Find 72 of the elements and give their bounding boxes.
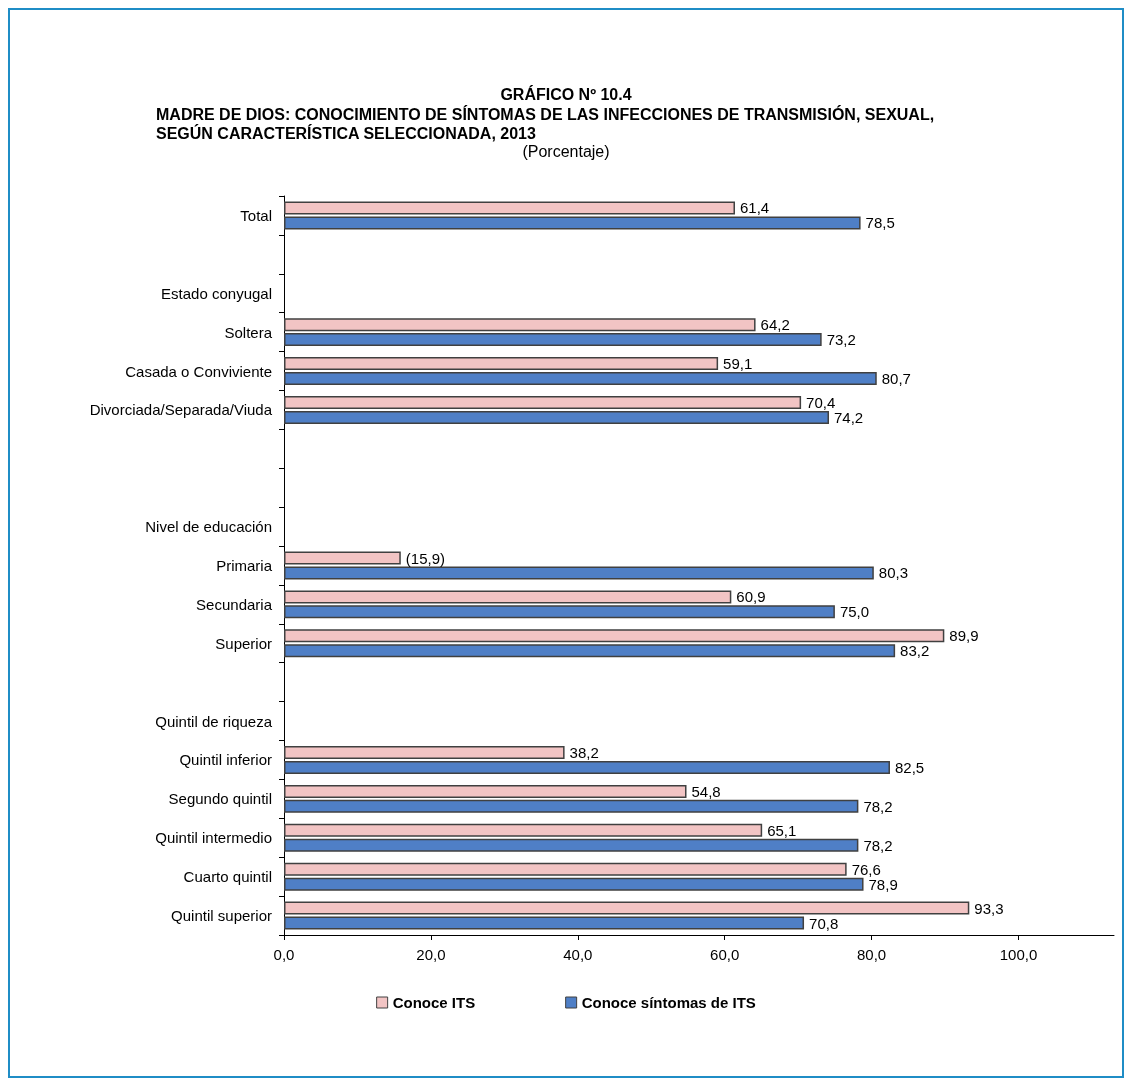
y-tick-label: Estado conyugal xyxy=(161,284,272,302)
y-tick-label: Primaria xyxy=(216,557,273,574)
chart-title: GRÁFICO Nº 10.4 xyxy=(500,84,632,103)
y-tick-label: Divorciada/Separada/Viuda xyxy=(89,401,273,419)
bar xyxy=(284,629,945,643)
bar xyxy=(284,746,565,759)
bar xyxy=(284,318,756,332)
legend-label: Conoce síntomas de ITS xyxy=(581,994,756,1011)
bar xyxy=(284,901,970,915)
data-label: 64,2 xyxy=(760,316,790,334)
bar xyxy=(284,823,763,837)
data-label: 74,2 xyxy=(834,408,864,426)
bar xyxy=(284,862,847,876)
bar xyxy=(284,784,687,798)
y-tick-label: Quintil de riqueza xyxy=(155,712,273,730)
bar xyxy=(284,410,830,424)
bar xyxy=(284,877,864,891)
chart-subtitle: MADRE DE DIOS: CONOCIMIENTO DE SÍNTOMAS DE LAS INFECCIONES DE TRANSMISIÓN, SEXUAL, SEGÚN CARACTERÍSTICA SELECCIONADA, 2013 xyxy=(156,105,939,142)
bar xyxy=(284,916,805,930)
x-tick-label: 60,0 xyxy=(710,946,740,963)
bar xyxy=(284,395,802,409)
data-label: 60,9 xyxy=(736,588,766,606)
text: (Porcentaje) xyxy=(522,142,610,160)
data-label: 89,9 xyxy=(949,627,979,645)
data-label: 54,8 xyxy=(691,782,721,800)
x-tick-label: 20,0 xyxy=(416,946,446,963)
data-label: 78,5 xyxy=(865,214,895,232)
data-label: 82,5 xyxy=(894,758,925,776)
y-tick-label: Soltera xyxy=(224,323,273,341)
y-tick-label: Casada o Conviviente xyxy=(125,362,272,380)
bar xyxy=(284,216,861,230)
y-tick-label: Secundaria xyxy=(196,595,273,613)
data-label: 75,0 xyxy=(839,603,870,621)
bar xyxy=(284,201,735,215)
bar xyxy=(284,605,835,619)
y-tick-label: Quintil inferior xyxy=(179,751,272,769)
bar xyxy=(284,838,859,852)
data-label: 80,7 xyxy=(881,370,911,387)
data-label: 59,1 xyxy=(723,355,753,373)
data-label: 78,2 xyxy=(863,836,893,854)
data-label: 78,9 xyxy=(868,875,898,893)
x-tick-label: 80,0 xyxy=(857,946,887,963)
data-label: 38,2 xyxy=(569,744,599,761)
data-label: 78,2 xyxy=(863,797,893,815)
y-tick-label: Quintil intermedio xyxy=(155,829,272,847)
y-tick-label: Nivel de educación xyxy=(145,518,272,536)
data-label: 61,4 xyxy=(739,199,770,217)
bar xyxy=(284,333,822,347)
x-tick-label: 40,0 xyxy=(563,946,593,963)
data-label: 80,3 xyxy=(878,564,909,582)
bar xyxy=(284,799,859,813)
y-tick-label: Segundo quintil xyxy=(168,790,272,808)
bar xyxy=(284,357,719,371)
data-label: (15,9) xyxy=(405,549,445,567)
bar xyxy=(284,590,732,604)
x-tick-label: 100,0 xyxy=(999,946,1038,963)
y-tick-label: Cuarto quintil xyxy=(183,868,272,886)
y-tick-label: Total xyxy=(240,206,272,224)
bar xyxy=(284,372,877,385)
data-label: 73,2 xyxy=(826,331,856,349)
data-label: 70,8 xyxy=(809,914,839,932)
data-label: 93,3 xyxy=(974,899,1004,917)
y-tick-label: Quintil superior xyxy=(171,907,272,925)
data-label: 70,4 xyxy=(806,393,836,411)
data-label: 83,2 xyxy=(900,642,930,660)
bar xyxy=(284,760,890,774)
legend-label: Conoce ITS xyxy=(392,994,476,1011)
data-label: 76,6 xyxy=(851,860,881,878)
x-tick-label: 0,0 xyxy=(273,946,295,963)
bar xyxy=(284,644,896,658)
data-label: 65,1 xyxy=(767,821,797,839)
y-tick-label: Superior xyxy=(215,634,272,652)
